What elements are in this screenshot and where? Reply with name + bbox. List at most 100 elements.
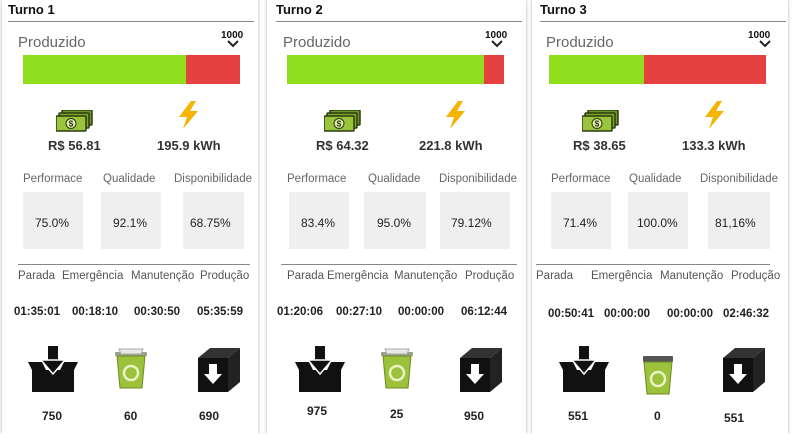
chevron-down-icon[interactable] bbox=[491, 40, 503, 48]
remaining-fill bbox=[484, 55, 504, 84]
production-bar bbox=[287, 55, 504, 84]
panel-title: Turno 2 bbox=[276, 2, 323, 17]
count-produced: 551 bbox=[568, 409, 589, 423]
count-approved: 690 bbox=[199, 409, 220, 423]
kpi-label-availability: Disponibilidade bbox=[174, 173, 252, 185]
time-value-emergency: 00:18:10 bbox=[72, 306, 119, 318]
kpi-value-performance: 83.4% bbox=[301, 216, 336, 230]
kpi-label-quality: Qualidade bbox=[103, 173, 156, 185]
kpi-box-quality bbox=[101, 192, 161, 249]
time-value-production: 05:35:59 bbox=[197, 306, 244, 318]
kpi-label-quality: Qualidade bbox=[368, 173, 421, 185]
time-value-production: 02:46:32 bbox=[723, 308, 770, 320]
kpi-value-availability: 68.75% bbox=[190, 216, 231, 230]
time-value-stopped: 01:20:06 bbox=[277, 306, 324, 318]
svg-text:$: $ bbox=[595, 120, 600, 129]
kpi-label-performance: Performace bbox=[287, 173, 347, 185]
lightning-bolt-icon bbox=[705, 101, 724, 129]
recycle-bin-icon bbox=[643, 356, 673, 395]
time-value-maintenance: 00:00:00 bbox=[398, 306, 445, 318]
section-divider bbox=[281, 264, 517, 265]
produced-fill bbox=[287, 55, 485, 84]
kpi-label-quality: Qualidade bbox=[629, 173, 682, 185]
max-value: 1000 bbox=[221, 30, 244, 41]
production-bar bbox=[549, 55, 766, 84]
time-value-stopped: 01:35:01 bbox=[14, 306, 61, 318]
kpi-box-quality bbox=[628, 192, 688, 249]
kpi-box-performance bbox=[289, 192, 349, 249]
money-value: R$ 56.81 bbox=[48, 138, 101, 153]
panel-title: Turno 3 bbox=[540, 2, 587, 17]
energy-value: 221.8 kWh bbox=[419, 138, 483, 153]
kpi-box-quality bbox=[364, 192, 426, 249]
kpi-value-performance: 71.4% bbox=[563, 216, 598, 230]
time-label-stopped: Parada bbox=[287, 270, 325, 282]
svg-text:$: $ bbox=[69, 120, 74, 129]
count-approved: 551 bbox=[724, 411, 745, 425]
count-rejected: 60 bbox=[124, 409, 138, 423]
kpi-box-performance bbox=[23, 192, 83, 249]
time-value-emergency: 00:00:00 bbox=[604, 308, 651, 320]
title-divider bbox=[276, 21, 522, 22]
kpi-value-availability: 79.12% bbox=[451, 216, 492, 230]
box-inbound-icon bbox=[559, 346, 609, 392]
kpi-value-performance: 75.0% bbox=[35, 216, 70, 230]
count-produced: 750 bbox=[42, 409, 63, 423]
chevron-down-icon[interactable] bbox=[759, 40, 771, 48]
box-inbound-icon bbox=[295, 346, 345, 392]
recycle-bin-icon bbox=[115, 348, 147, 389]
box-outbound-icon bbox=[723, 348, 765, 392]
shift-panel-1: Turno 1 Produzido 1000 $ R$ 56.81 195.9 … bbox=[2, 0, 258, 434]
money-icon: $ bbox=[56, 110, 93, 132]
kpi-label-availability: Disponibilidade bbox=[700, 173, 778, 185]
time-label-maintenance: Manutenção bbox=[660, 270, 724, 282]
remaining-fill bbox=[185, 55, 240, 84]
count-rejected: 25 bbox=[390, 407, 404, 421]
time-label-production: Produção bbox=[465, 270, 515, 282]
box-inbound-icon bbox=[28, 346, 78, 392]
time-label-emergency: Emergência bbox=[591, 270, 653, 282]
section-divider bbox=[18, 264, 250, 265]
box-outbound-icon bbox=[460, 348, 502, 392]
kpi-value-quality: 100.0% bbox=[637, 216, 678, 230]
panel-title: Turno 1 bbox=[8, 2, 55, 17]
time-label-production: Produção bbox=[200, 270, 250, 282]
max-value: 1000 bbox=[485, 30, 508, 41]
kpi-box-availability bbox=[440, 192, 510, 249]
time-value-maintenance: 00:30:50 bbox=[134, 306, 181, 318]
kpi-box-availability bbox=[183, 192, 244, 249]
time-label-production: Produção bbox=[731, 270, 781, 282]
title-divider bbox=[8, 21, 254, 22]
produced-label: Produzido bbox=[546, 34, 614, 51]
shift-panel-2: Turno 2 Produzido 1000 $ R$ 64.32 221.8 … bbox=[267, 0, 526, 434]
kpi-label-performance: Performace bbox=[551, 173, 611, 185]
count-approved: 950 bbox=[464, 409, 485, 423]
max-value: 1000 bbox=[748, 30, 771, 41]
time-label-maintenance: Manutenção bbox=[394, 270, 458, 282]
remaining-fill bbox=[644, 55, 766, 84]
lightning-bolt-icon bbox=[179, 101, 198, 129]
lightning-bolt-icon bbox=[446, 101, 465, 129]
kpi-label-performance: Performace bbox=[23, 173, 83, 185]
svg-text:$: $ bbox=[337, 120, 342, 129]
box-outbound-icon bbox=[198, 348, 240, 392]
time-value-production: 06:12:44 bbox=[461, 306, 508, 318]
kpi-box-availability bbox=[708, 192, 770, 249]
chevron-down-icon[interactable] bbox=[227, 40, 239, 48]
title-divider bbox=[540, 21, 786, 22]
kpi-label-availability: Disponibilidade bbox=[439, 173, 517, 185]
time-label-stopped: Parada bbox=[18, 270, 56, 282]
time-label-emergency: Emergência bbox=[327, 270, 389, 282]
produced-fill bbox=[549, 55, 645, 84]
recycle-bin-icon bbox=[381, 348, 413, 389]
produced-label: Produzido bbox=[18, 34, 86, 51]
time-value-stopped: 00:50:41 bbox=[548, 308, 595, 320]
shift-panel-3: Turno 3 Produzido 1000 $ R$ 38.65 133.3 … bbox=[532, 0, 788, 434]
section-divider bbox=[536, 264, 770, 265]
time-label-maintenance: Manutenção bbox=[131, 270, 195, 282]
count-produced: 975 bbox=[307, 404, 328, 418]
money-value: R$ 64.32 bbox=[316, 138, 369, 153]
production-bar bbox=[23, 55, 240, 84]
time-value-emergency: 00:27:10 bbox=[336, 306, 383, 318]
money-icon: $ bbox=[324, 110, 361, 132]
